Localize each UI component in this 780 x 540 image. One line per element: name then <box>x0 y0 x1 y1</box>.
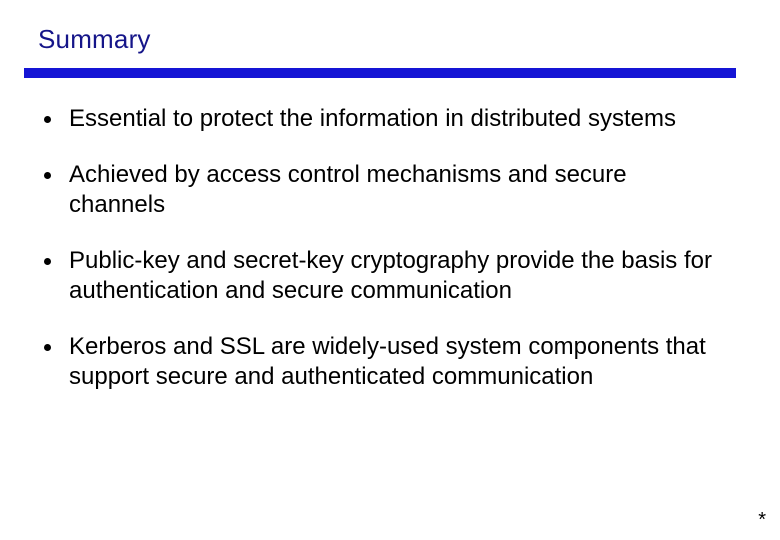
bullet-text: Kerberos and SSL are widely-used system … <box>69 332 724 392</box>
slide-title: Summary <box>38 24 151 55</box>
bullet-dot-icon <box>44 172 51 179</box>
bullet-dot-icon <box>44 258 51 265</box>
slide-body: Essential to protect the information in … <box>44 104 724 392</box>
bullet-text: Achieved by access control mechanisms an… <box>69 160 724 220</box>
bullet-dot-icon <box>44 116 51 123</box>
bullet-text: Essential to protect the information in … <box>69 104 724 134</box>
bullet-dot-icon <box>44 344 51 351</box>
bullet-item: Achieved by access control mechanisms an… <box>44 160 724 220</box>
bullet-item: Kerberos and SSL are widely-used system … <box>44 332 724 392</box>
title-underline-rule <box>24 68 736 78</box>
bullet-text: Public-key and secret-key cryptography p… <box>69 246 724 306</box>
bullet-item: Essential to protect the information in … <box>44 104 724 134</box>
slide: Summary Essential to protect the informa… <box>0 0 780 540</box>
footer-asterisk: * <box>758 509 766 532</box>
bullet-item: Public-key and secret-key cryptography p… <box>44 246 724 306</box>
